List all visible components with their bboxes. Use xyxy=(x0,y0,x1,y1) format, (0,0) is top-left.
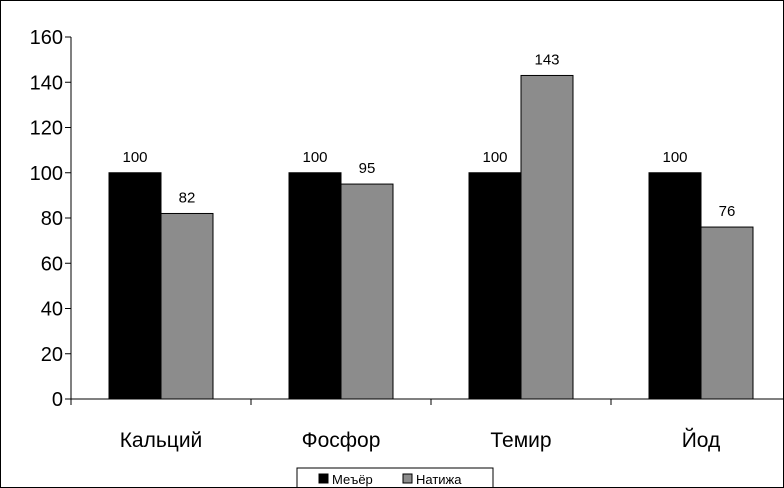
y-tick-label: 0 xyxy=(52,389,63,411)
x-axis: Кальций Фосфор Темир Йод xyxy=(70,398,783,452)
bar-Натижа-Кальций xyxy=(160,212,214,400)
data-label: 82 xyxy=(179,189,196,206)
data-labels: 100 82 100 95 100 143 100 76 xyxy=(122,51,735,220)
x-tick-label: Фосфор xyxy=(302,429,381,452)
bar-Меъёр-Йод xyxy=(648,172,702,400)
bar-Натижа-Темир xyxy=(520,74,574,400)
legend-swatch xyxy=(318,473,329,484)
y-tick-label: 80 xyxy=(41,208,63,230)
legend-label: Натижа xyxy=(416,472,462,487)
y-tick-label: 20 xyxy=(41,344,63,366)
data-label: 95 xyxy=(359,160,376,177)
bar-Натижа-Фосфор xyxy=(340,183,394,400)
y-tick-label: 120 xyxy=(30,118,63,140)
data-label: 143 xyxy=(534,51,559,68)
y-axis: 0 20 40 60 80 100 120 140 160 xyxy=(30,27,72,411)
x-tick-label: Кальций xyxy=(120,429,203,452)
x-tick-label: Йод xyxy=(682,428,721,452)
legend: Меъёр Натижа xyxy=(296,467,494,487)
y-tick-label: 140 xyxy=(30,72,63,94)
y-tick-label: 100 xyxy=(30,163,63,185)
bars xyxy=(108,74,754,400)
legend-box xyxy=(296,467,494,487)
bar-Меъёр-Темир xyxy=(468,172,522,400)
bar-Меъёр-Кальций xyxy=(108,172,162,400)
data-label: 100 xyxy=(482,149,507,166)
data-label: 76 xyxy=(719,203,736,220)
data-label: 100 xyxy=(662,149,687,166)
data-label: 100 xyxy=(122,149,147,166)
legend-swatch xyxy=(402,473,413,484)
legend-label: Меъёр xyxy=(332,472,373,487)
bar-Меъёр-Фосфор xyxy=(288,172,342,400)
y-tick-label: 60 xyxy=(41,253,63,275)
bar-Натижа-Йод xyxy=(700,226,754,400)
y-tick-label: 160 xyxy=(30,27,63,49)
x-tick-label: Темир xyxy=(490,429,551,452)
y-tick-label: 40 xyxy=(41,299,63,321)
data-label: 100 xyxy=(302,149,327,166)
